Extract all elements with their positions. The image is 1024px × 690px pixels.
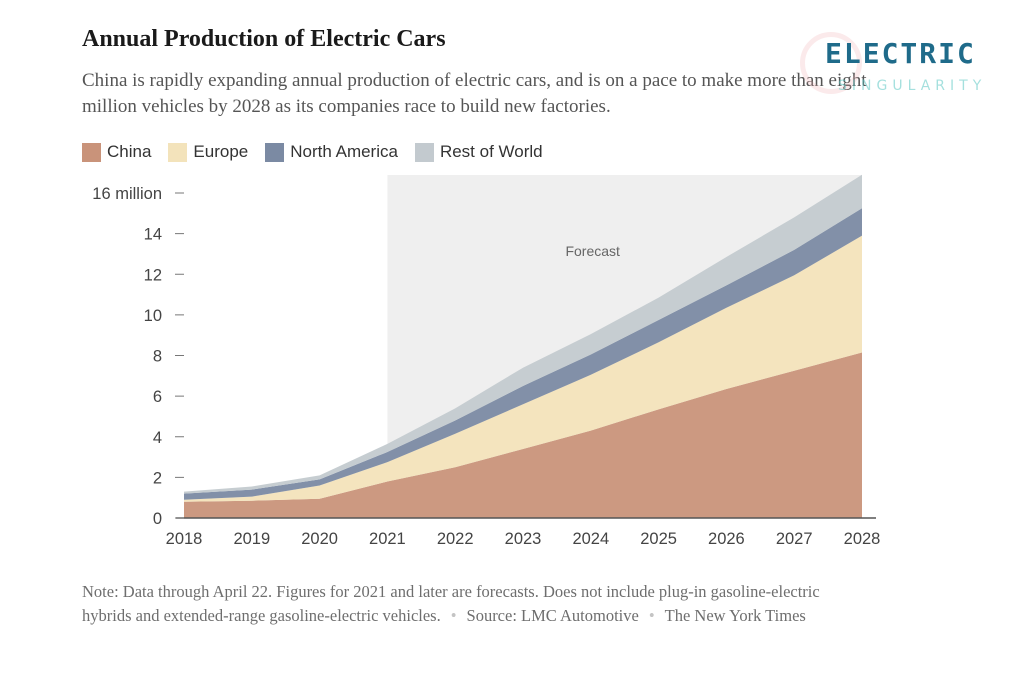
legend-swatch-north-america	[265, 142, 285, 162]
watermark-main-text: ELECTRIC	[825, 37, 976, 70]
x-tick-label: 2028	[844, 530, 881, 548]
chart-footnote: Note: Data through April 22. Figures for…	[82, 580, 822, 628]
area-europe	[184, 235, 862, 502]
x-tick-label: 2019	[233, 530, 270, 548]
area-china	[184, 352, 862, 518]
legend-swatch-china	[82, 142, 101, 162]
x-tick-label: 2021	[369, 530, 406, 548]
legend-label-rest-of-world: Rest of World	[439, 142, 543, 161]
y-tick-label: 16 million	[92, 185, 162, 203]
y-tick-label: 4	[153, 429, 162, 447]
x-tick-label: 2026	[708, 530, 745, 548]
legend-swatch-europe	[168, 142, 188, 162]
legend-label-north-america: North America	[290, 142, 398, 161]
chart-title: Annual Production of Electric Cars	[82, 26, 446, 52]
chart-legend: China Europe North America Rest of World	[82, 141, 560, 163]
x-tick-label: 2020	[301, 530, 338, 548]
y-tick-label: 6	[153, 388, 162, 406]
watermark-sub-text: SINGULARITY	[838, 78, 987, 94]
electric-singularity-watermark: ELECTRIC SINGULARITY	[800, 28, 1000, 108]
x-tick-label: 2025	[640, 530, 677, 548]
legend-item-north-america: North America	[265, 142, 398, 162]
area-series	[184, 174, 862, 518]
y-tick-label: 10	[144, 307, 162, 325]
x-tick-label: 2027	[776, 530, 813, 548]
x-tick-label: 2022	[437, 530, 474, 548]
y-tick-label: 12	[144, 266, 162, 284]
x-axis-ticks: 2018 2019 2020 2021 2022 2023 2024 2025 2026 2027…	[166, 530, 881, 548]
forecast-label: Forecast	[565, 243, 620, 259]
y-axis-ticks: 0 2 4 6 8 10 12 14 16 million	[92, 185, 184, 528]
source-text: Source: LMC Automotive	[466, 606, 639, 625]
credit-text: The New York Times	[664, 606, 806, 625]
legend-label-europe: Europe	[193, 142, 249, 161]
legend-label-china: China	[107, 142, 152, 161]
footnote-text: Note: Data through April 22. Figures for…	[82, 582, 820, 625]
separator-dot: •	[648, 606, 655, 625]
separator-dot: •	[450, 606, 457, 625]
y-tick-label: 8	[153, 348, 162, 366]
y-tick-label: 2	[153, 469, 162, 487]
y-tick-label: 0	[153, 510, 162, 528]
watermark-ring-icon	[800, 32, 862, 94]
y-tick-label: 14	[144, 226, 162, 244]
x-tick-label: 2018	[166, 530, 203, 548]
legend-item-rest-of-world: Rest of World	[414, 142, 543, 162]
legend-swatch-rest-of-world	[414, 142, 434, 162]
legend-item-europe: Europe	[168, 142, 248, 162]
x-tick-label: 2023	[505, 530, 542, 548]
x-tick-label: 2024	[572, 530, 609, 548]
legend-item-china: China	[82, 142, 151, 162]
chart-subtitle: China is rapidly expanding annual produc…	[82, 70, 867, 117]
